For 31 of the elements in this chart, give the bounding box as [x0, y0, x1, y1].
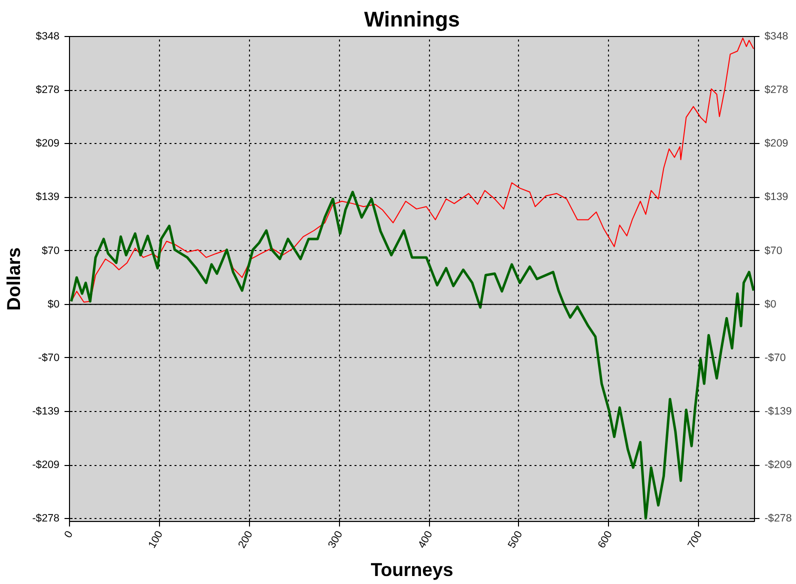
y2-tick-label: $209: [764, 138, 788, 150]
y-tick-label: $0: [48, 298, 60, 310]
y-tick-label: $139: [36, 191, 60, 204]
x-axis-title: Tourneys: [370, 558, 454, 580]
y2-tick-label: $0: [764, 298, 776, 310]
y-tick-label: $278: [36, 84, 60, 96]
y-tick-label: $209: [36, 138, 60, 150]
x-tick-label: 200: [236, 528, 256, 550]
y2-tick-label: $278: [764, 84, 788, 96]
chart-title: Winnings: [364, 8, 460, 32]
y-tick-label: -$70: [38, 352, 60, 364]
x-tick-label: 600: [596, 528, 615, 550]
x-tick-label: 700: [686, 528, 705, 550]
x-tick-label: 300: [326, 528, 346, 550]
y-tick-label: -$278: [32, 512, 60, 525]
x-tick-label: 400: [416, 528, 436, 550]
y-tick-label: -$209: [32, 459, 60, 472]
y2-tick-label: $139: [764, 191, 788, 204]
y2-tick-label: -$278: [764, 512, 792, 525]
x-tick-label: 500: [506, 528, 526, 550]
y-tick-label: -$139: [32, 406, 60, 418]
y-tick-label: $348: [36, 30, 60, 42]
y-axis-title: Dollars: [3, 247, 24, 311]
y-tick-label: $70: [42, 244, 60, 257]
x-tick-label: 0: [62, 528, 76, 540]
y2-tick-label: -$209: [764, 459, 792, 472]
x-tick-label: 100: [146, 528, 166, 550]
y2-tick-label: $348: [764, 30, 788, 42]
y2-tick-label: $70: [764, 244, 782, 257]
y2-tick-label: -$70: [764, 352, 786, 364]
y2-tick-label: -$139: [764, 406, 792, 418]
